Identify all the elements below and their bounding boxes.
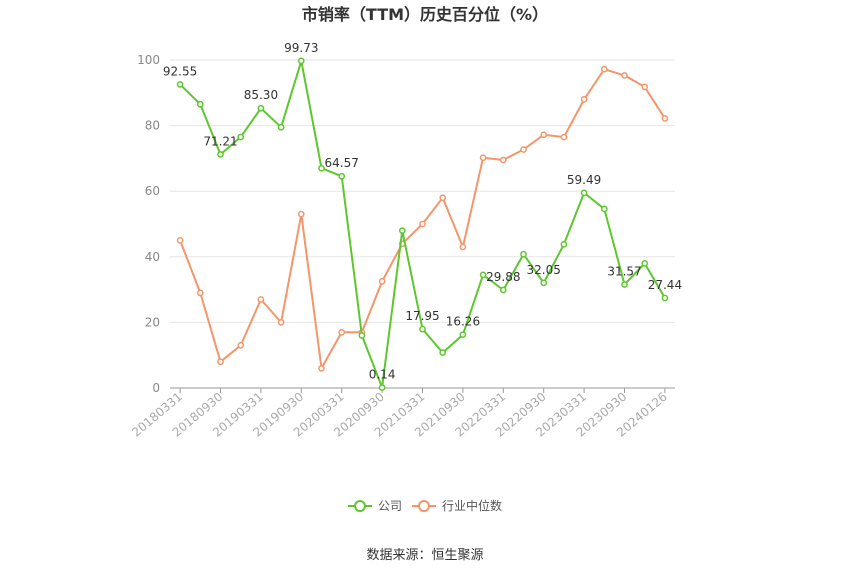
data-point — [176, 237, 184, 244]
data-point — [499, 156, 507, 164]
legend-label: 公司 — [378, 499, 402, 513]
data-point — [378, 278, 386, 285]
data-point — [237, 342, 245, 349]
grid — [170, 59, 675, 323]
data-point — [257, 104, 265, 112]
data-point — [479, 154, 487, 162]
data-label: 64.57 — [325, 156, 359, 170]
data-point — [297, 57, 305, 65]
y-tick-label: 80 — [145, 119, 160, 133]
data-point — [318, 364, 325, 372]
legend-item-0[interactable]: 公司 — [348, 499, 402, 513]
legend[interactable]: 公司 行业中位数 — [348, 498, 502, 513]
y-tick-label: 100 — [137, 53, 160, 67]
series-line-1 — [179, 68, 666, 370]
y-tick-label: 60 — [145, 184, 160, 198]
legend-item-1[interactable]: 行业中位数 — [412, 498, 502, 513]
data-point — [560, 133, 568, 141]
data-point — [621, 281, 628, 288]
data-point — [600, 65, 608, 73]
data-point — [196, 289, 204, 297]
data-point — [580, 96, 588, 103]
data-point — [217, 358, 224, 366]
data-label: 92.55 — [163, 64, 197, 78]
data-label: 0.14 — [369, 368, 396, 382]
data-point — [661, 294, 669, 302]
data-point — [378, 384, 386, 391]
data-point — [479, 271, 487, 279]
data-point — [176, 81, 184, 88]
data-label: 71.21 — [203, 134, 237, 148]
data-label: 85.30 — [244, 88, 278, 102]
data-label: 32.05 — [527, 263, 561, 277]
data-point — [277, 319, 285, 326]
data-point — [560, 240, 568, 248]
data-label: 99.73 — [284, 41, 318, 55]
y-tick-label: 0 — [152, 381, 160, 395]
legend-label: 行业中位数 — [442, 498, 502, 513]
data-point — [641, 260, 649, 267]
data-point — [499, 286, 507, 294]
data-point — [277, 123, 285, 131]
data-point — [621, 72, 628, 79]
data-point — [338, 328, 346, 336]
data-point — [398, 227, 406, 234]
data-point — [540, 279, 548, 287]
data-point — [419, 220, 426, 228]
data-point — [217, 151, 224, 158]
data-point — [439, 194, 447, 202]
source-note: 数据来源：恒生聚源 — [366, 548, 483, 563]
data-point — [600, 205, 608, 213]
data-point — [257, 296, 265, 303]
data-point — [358, 332, 366, 339]
series-group — [176, 57, 669, 391]
legend-marker — [418, 500, 430, 512]
y-tick-label: 40 — [145, 250, 160, 264]
data-point — [338, 172, 346, 180]
data-point — [237, 133, 245, 141]
legend-marker — [354, 500, 366, 512]
data-point — [439, 349, 447, 356]
data-point — [419, 325, 426, 333]
data-point — [520, 146, 527, 153]
data-point — [297, 210, 305, 218]
y-tick-label: 20 — [145, 315, 160, 329]
y-axis: 0 20 40 60 80 100 — [137, 53, 160, 395]
data-point — [318, 164, 325, 172]
data-labels: 92.55 71.21 85.30 99.73 64.57 0.14 17.95 16.26 2… — [163, 41, 682, 382]
data-label: 27.44 — [648, 278, 682, 292]
data-point — [196, 100, 204, 108]
data-point — [580, 189, 588, 197]
x-axis: 2018033120180930201903312019093020200331… — [129, 387, 675, 440]
data-label: 31.57 — [607, 264, 641, 278]
data-label: 16.26 — [446, 315, 480, 329]
data-point — [520, 250, 527, 258]
data-label: 29.88 — [486, 270, 520, 284]
chart-title: 市销率（TTM）历史百分位（%） — [302, 5, 548, 24]
data-point — [661, 115, 669, 122]
data-point — [459, 331, 467, 339]
data-point — [459, 243, 467, 251]
data-label: 59.49 — [567, 173, 601, 187]
data-point — [540, 131, 548, 139]
data-point — [641, 83, 649, 91]
data-label: 17.95 — [405, 309, 439, 323]
